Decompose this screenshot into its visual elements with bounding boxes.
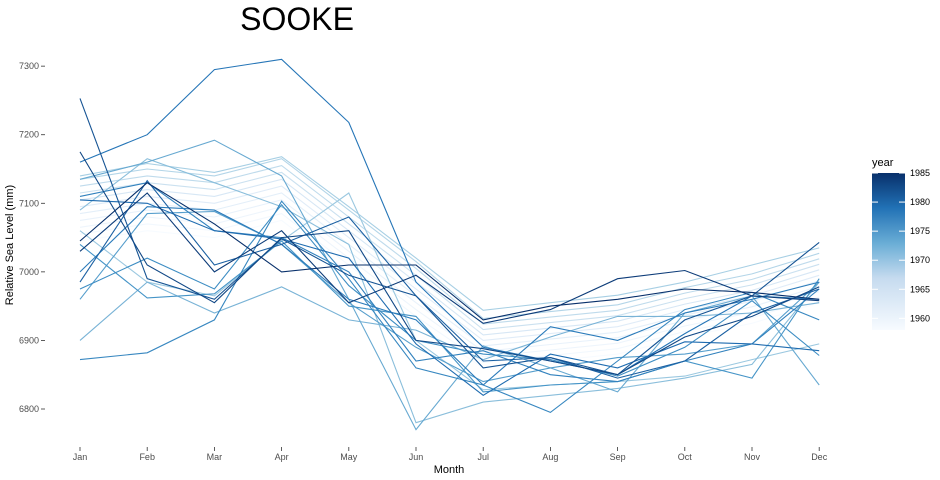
chart-title: SOOKE (240, 1, 354, 37)
x-tick-label: Mar (207, 452, 223, 462)
series-line-1959 (79, 213, 820, 363)
series-line-1965 (79, 171, 820, 331)
series-line-1975 (79, 203, 820, 377)
x-axis-title: Month (434, 464, 465, 476)
series-lines (79, 58, 820, 431)
y-tick-label: 7300 (19, 61, 39, 71)
series-line-1980 (79, 199, 820, 396)
series-line-1958 (79, 219, 820, 369)
legend-label: 1960 (910, 313, 930, 323)
legend-label: 1965 (910, 284, 930, 294)
x-tick-label: Oct (678, 452, 693, 462)
x-tick-label: Apr (275, 452, 289, 462)
series-line-1977 (79, 182, 820, 383)
legend-label: 1970 (910, 255, 930, 265)
y-axis-title: Relative Sea Level (mm) (4, 185, 16, 305)
series-line-1978 (79, 206, 820, 386)
series-line-1967 (79, 158, 820, 320)
x-tick-label: Sep (610, 452, 626, 462)
legend-label: 1980 (910, 197, 930, 207)
legend-colorbar (872, 173, 905, 330)
series-line-1962 (79, 192, 820, 347)
series-line-1969 (79, 192, 820, 391)
series-line-1966 (79, 165, 820, 325)
series-line-1974 (79, 240, 820, 393)
color-legend: year 1960 1965 1970 1975 1980 1985 (872, 157, 930, 330)
y-axis: 6800 6900 7000 7100 7200 7300 (19, 61, 45, 414)
y-tick-label: 6900 (19, 335, 39, 345)
series-line-1970 (79, 158, 820, 424)
series-line-1983 (79, 151, 820, 376)
series-line-1964 (79, 178, 820, 336)
x-tick-label: Aug (542, 452, 558, 462)
x-tick-label: Jul (477, 452, 489, 462)
x-tick-label: May (340, 452, 358, 462)
legend-ticks: 1960 1965 1970 1975 1980 1985 (872, 168, 930, 323)
series-line-1961 (79, 199, 820, 352)
series-line-1985 (79, 182, 820, 321)
legend-label: 1975 (910, 226, 930, 236)
series-line-1981 (79, 179, 820, 379)
x-axis: Jan Feb Mar Apr May Jun Jul Aug Sep Oct Nov Dec (73, 447, 828, 462)
y-tick-label: 7100 (19, 198, 39, 208)
series-line-1960 (79, 206, 820, 358)
series-line-1984 (79, 192, 820, 324)
x-tick-label: Dec (811, 452, 828, 462)
y-tick-label: 7000 (19, 267, 39, 277)
series-line-1979 (79, 58, 820, 376)
legend-title: year (872, 157, 894, 169)
series-line-1972 (79, 139, 820, 431)
x-tick-label: Feb (139, 452, 155, 462)
y-tick-label: 6800 (19, 404, 39, 414)
x-tick-label: Nov (744, 452, 761, 462)
x-tick-label: Jan (73, 452, 88, 462)
series-line-1968 (79, 156, 820, 311)
series-line-1976 (79, 200, 820, 414)
x-tick-label: Jun (409, 452, 424, 462)
legend-label: 1985 (910, 168, 930, 178)
y-tick-label: 7200 (19, 130, 39, 140)
